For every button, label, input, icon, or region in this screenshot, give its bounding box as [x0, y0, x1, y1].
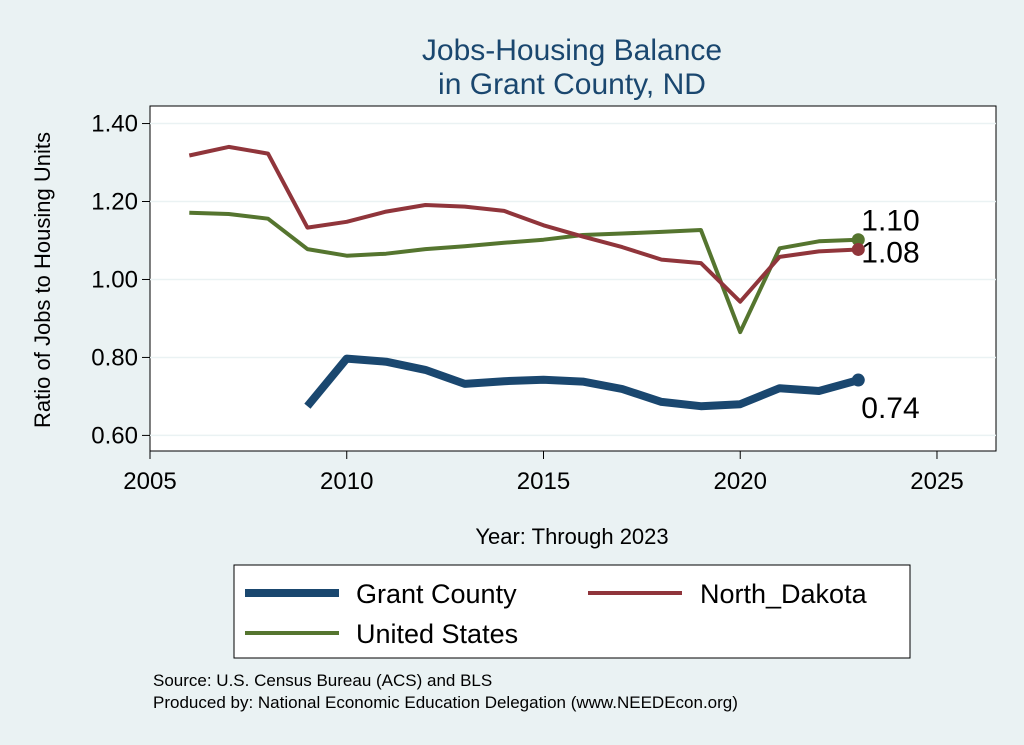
legend-box: [233, 564, 911, 659]
series-group: [188, 144, 865, 411]
end-label-united-states: 1.10: [861, 205, 919, 238]
y-tick-label: 1.40: [91, 111, 138, 138]
series-line-north-dakota: [188, 144, 859, 304]
legend-label-grant-county: Grant County: [356, 579, 517, 609]
x-axis-title: Year: Through 2023: [475, 524, 668, 549]
end-label-grant-county: 0.74: [861, 392, 919, 425]
series-line-united-states: [189, 210, 859, 335]
y-tick-label: 0.60: [91, 422, 138, 449]
axes: 0.60 0.80 1.00 1.20 1.40 2005 2010 2015 2020 2025: [91, 111, 996, 495]
x-tick-label: 2020: [714, 468, 767, 495]
end-label-north-dakota: 1.08: [861, 236, 919, 269]
legend-label-united-states: United States: [356, 619, 518, 649]
y-tick-label: 1.20: [91, 189, 138, 216]
end-labels: 0.74 1.081.10: [861, 205, 919, 425]
chart-title-line-1: Jobs-Housing Balance: [422, 34, 722, 67]
grid-lines: [150, 122, 996, 437]
y-tick-label: 1.00: [91, 266, 138, 293]
y-tick-label: 0.80: [91, 344, 138, 371]
x-tick-label: 2005: [123, 468, 176, 495]
source-line-2: Produced by: National Economic Education…: [153, 693, 738, 712]
y-axis-title: Ratio of Jobs to Housing Units: [30, 132, 55, 428]
legend-label-north-dakota: North_Dakota: [700, 579, 868, 609]
chart-title-line-2: in Grant County, ND: [438, 68, 706, 101]
series-end-marker-north-dakota: [851, 242, 865, 256]
series-end-marker-grant-county: [851, 373, 865, 387]
x-tick-label: 2015: [517, 468, 570, 495]
x-tick-label: 2010: [320, 468, 373, 495]
series-end-marker-united-states: [851, 233, 865, 247]
plot-area: [149, 105, 997, 452]
source-line-1: Source: U.S. Census Bureau (ACS) and BLS: [153, 671, 492, 690]
x-tick-label: 2025: [910, 468, 963, 495]
series-line-grant-county: [304, 354, 860, 411]
